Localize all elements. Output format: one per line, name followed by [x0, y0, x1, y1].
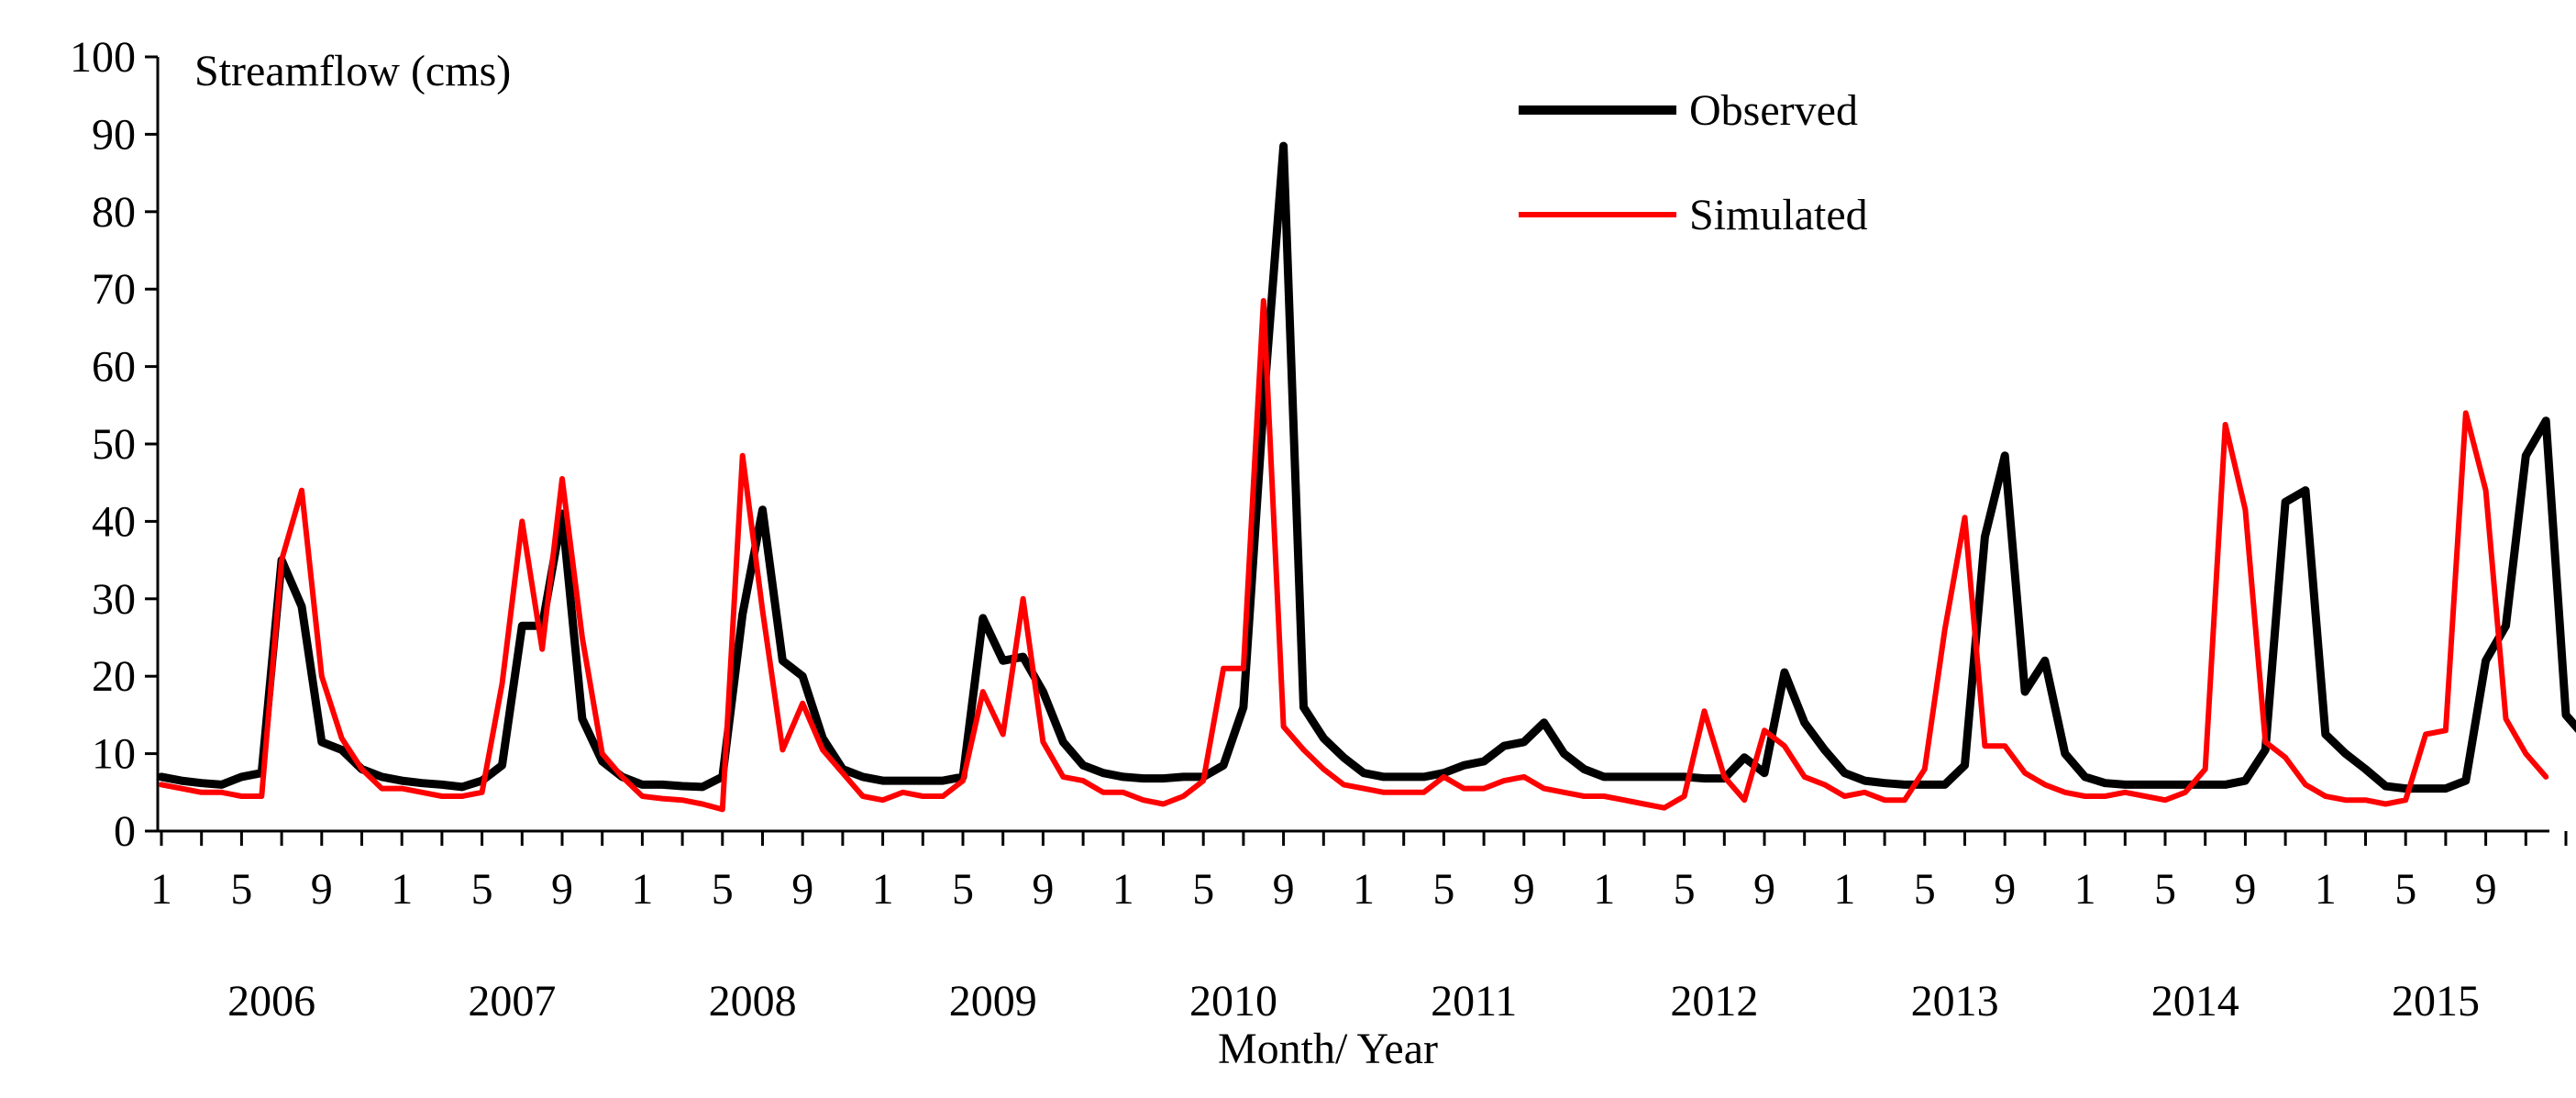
y-tick-label: 100 — [70, 33, 136, 82]
x-tick-label: 9 — [2475, 865, 2497, 914]
year-label: 2010 — [1189, 977, 1277, 1026]
x-tick-label: 5 — [230, 865, 252, 914]
x-tick-label: 1 — [1833, 865, 1855, 914]
legend-label-simulated: Simulated — [1689, 191, 1868, 239]
year-label: 2009 — [949, 977, 1037, 1026]
x-tick-label: 1 — [1593, 865, 1615, 914]
x-tick-label: 5 — [1914, 865, 1936, 914]
y-tick-label: 30 — [92, 575, 136, 624]
legend: Observed Simulated — [1519, 86, 1868, 239]
chart-title: Streamflow (cms) — [194, 47, 511, 95]
y-tick-label: 60 — [92, 343, 136, 392]
year-label: 2014 — [2151, 977, 2239, 1026]
y-tick-label: 10 — [92, 730, 136, 779]
x-tick-label: 9 — [1273, 865, 1295, 914]
x-tick-label: 9 — [551, 865, 573, 914]
series-line-simulated — [159, 297, 2549, 813]
year-label: 2011 — [1431, 977, 1517, 1026]
y-tick-label: 0 — [114, 807, 136, 856]
x-tick-label: 9 — [2234, 865, 2256, 914]
y-tick-label: 80 — [92, 188, 136, 237]
x-tick-label: 5 — [1192, 865, 1214, 914]
year-label: 2013 — [1911, 977, 1999, 1026]
y-tick-label: 70 — [92, 265, 136, 314]
x-tick-label: 9 — [1032, 865, 1054, 914]
y-tick-label: 90 — [92, 110, 136, 159]
x-tick-label: 5 — [1674, 865, 1696, 914]
x-tick-label: 1 — [1112, 865, 1134, 914]
x-tick-label: 1 — [391, 865, 413, 914]
x-tick-label: 9 — [791, 865, 813, 914]
x-axis-title: Month/ Year — [1218, 1025, 1438, 1073]
year-label: 2006 — [227, 977, 315, 1026]
x-tick-label: 5 — [952, 865, 974, 914]
x-tick-label: 1 — [1353, 865, 1375, 914]
x-tick-label: 9 — [1994, 865, 2016, 914]
x-tick-label: 1 — [2315, 865, 2337, 914]
year-label: 2008 — [709, 977, 797, 1026]
axes-layer: 0 10 20 30 40 50 60 70 80 90 100 1 5 9 1 5 9 1 5 9 1 5 9 1 5 9 1 5 9… — [70, 33, 2568, 1026]
y-tick-label: 50 — [92, 420, 136, 469]
x-tick-label: 1 — [2074, 865, 2096, 914]
x-tick-label: 1 — [872, 865, 894, 914]
x-tick-label: 5 — [712, 865, 734, 914]
year-label: 2015 — [2392, 977, 2480, 1026]
x-tick-label: 9 — [311, 865, 333, 914]
x-tick-label: 5 — [1432, 865, 1454, 914]
year-label: 2007 — [468, 977, 556, 1026]
series-layer — [157, 141, 2576, 813]
x-tick-label: 9 — [1753, 865, 1775, 914]
y-tick-label: 20 — [92, 652, 136, 701]
x-tick-label: 9 — [1513, 865, 1535, 914]
x-tick-label: 5 — [2154, 865, 2176, 914]
year-label: 2012 — [1670, 977, 1758, 1026]
x-tick-label: 5 — [471, 865, 493, 914]
legend-label-observed: Observed — [1689, 86, 1858, 135]
x-tick-label: 1 — [150, 865, 172, 914]
x-tick-label: 1 — [631, 865, 653, 914]
series-line-observed — [157, 141, 2576, 793]
x-tick-label: 5 — [2394, 865, 2416, 914]
y-tick-label: 40 — [92, 497, 136, 546]
